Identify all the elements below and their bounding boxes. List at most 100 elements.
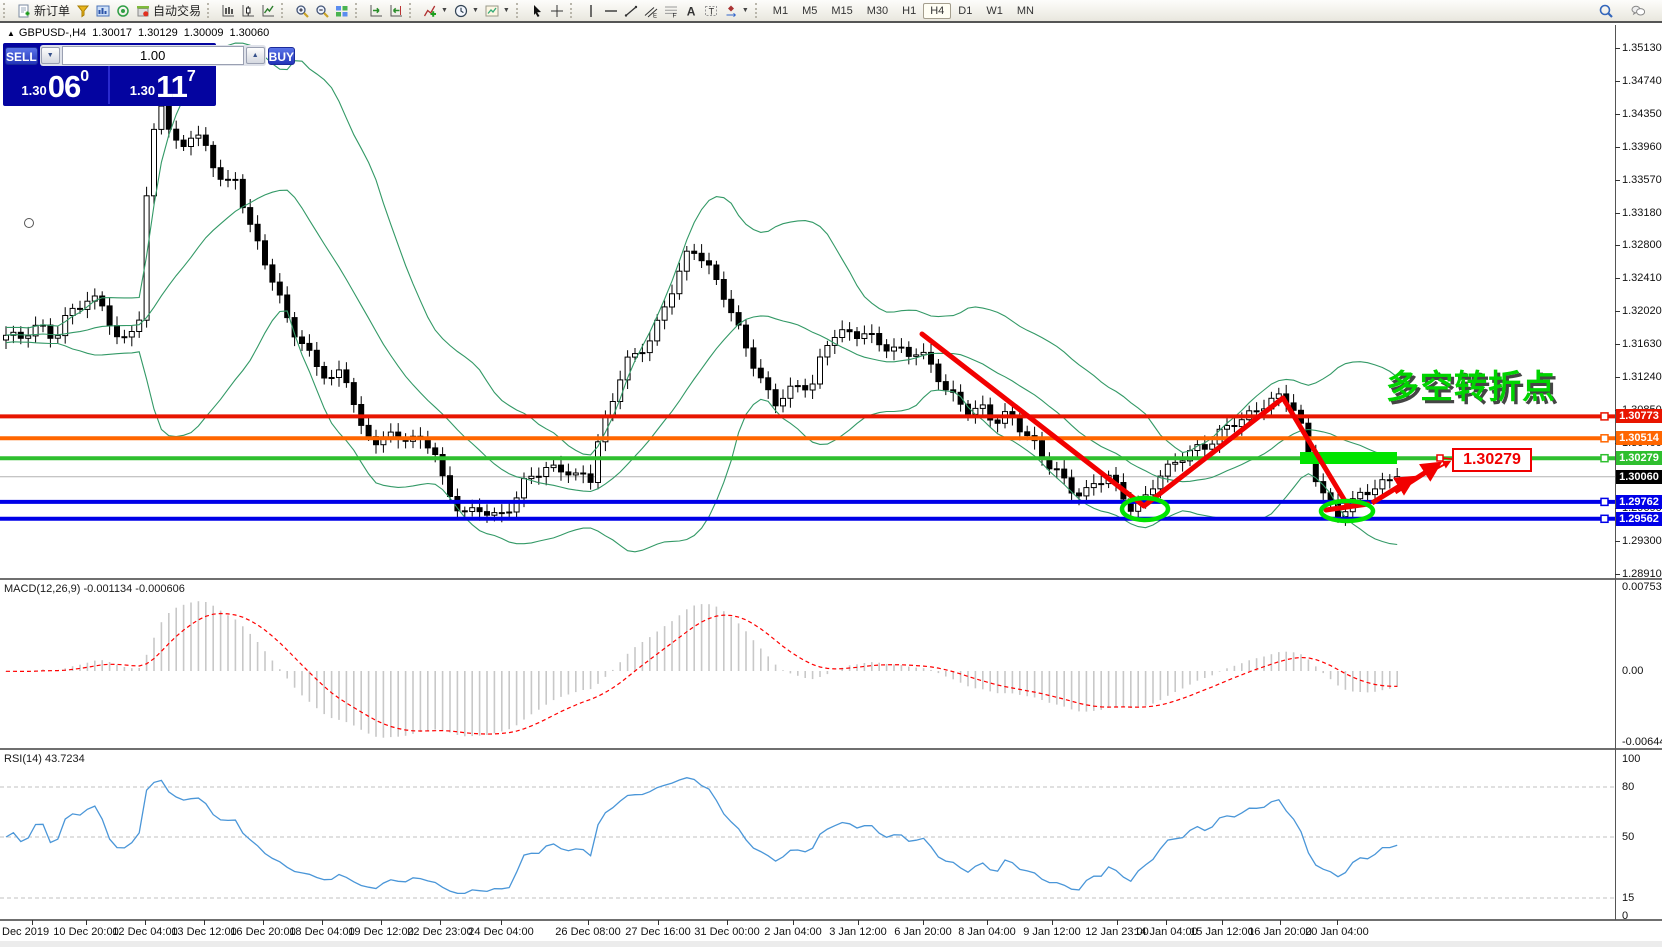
label-icon: T	[704, 4, 718, 18]
cursor-button[interactable]	[527, 3, 547, 19]
chart-candles-button[interactable]	[238, 3, 258, 19]
time-tick-label: 6 Jan 20:00	[894, 926, 952, 938]
periods-button[interactable]: ▼	[451, 3, 482, 19]
trend-line[interactable]	[1280, 395, 1351, 509]
time-tick-label: 20 Jan 04:00	[1305, 926, 1369, 938]
level-line-handle[interactable]	[1600, 412, 1609, 421]
trendline-button[interactable]	[621, 3, 641, 19]
shapes-button[interactable]: ▼	[721, 3, 752, 19]
templates-button[interactable]: ▼	[482, 3, 513, 19]
ellipse-object-marker[interactable]	[24, 218, 34, 228]
toolbar-grip[interactable]	[281, 3, 287, 18]
level-price-tag: 1.30514	[1616, 431, 1662, 445]
level-line-handle[interactable]	[1600, 453, 1609, 463]
arrow-annotation[interactable]	[1393, 461, 1443, 495]
trend-line[interactable]	[1323, 501, 1371, 513]
timeframe-M15-button[interactable]: M15	[831, 4, 853, 17]
chat-button[interactable]	[1628, 3, 1648, 19]
auto-scroll-button[interactable]	[366, 3, 386, 19]
chevron-down-icon[interactable]: ▼	[441, 7, 448, 14]
time-tick-label: 27 Dec 16:00	[625, 926, 691, 938]
autotrading-button[interactable]: 自动交易	[133, 1, 204, 20]
price-callout-label[interactable]: 1.30279	[1452, 448, 1532, 472]
level-price-tag: 1.30279	[1616, 451, 1662, 465]
templates-icon	[485, 4, 499, 18]
highlight-ellipse[interactable]	[1318, 498, 1376, 524]
zoom-out-button[interactable]	[312, 3, 332, 19]
chart-line-button[interactable]	[258, 3, 278, 19]
vertical-line-button[interactable]	[581, 3, 601, 19]
annotation-text: 多空转折点	[1386, 368, 1556, 405]
highlight-rectangle[interactable]	[1300, 452, 1397, 464]
toolbar-grip[interactable]	[754, 3, 761, 18]
panel-splitter[interactable]	[0, 578, 1662, 580]
toolbar-grip[interactable]	[409, 3, 415, 18]
label-button[interactable]: T	[701, 3, 721, 19]
horizontal-line-button[interactable]	[601, 3, 621, 19]
timeframe-W1-button[interactable]: W1	[986, 4, 1003, 17]
trend-line[interactable]	[919, 331, 1147, 509]
timeframe-M1-button[interactable]: M1	[772, 4, 789, 17]
sell-price[interactable]: 1.30 06 0	[3, 66, 110, 104]
zoom-in-icon	[295, 4, 309, 18]
level-line-handle[interactable]	[1600, 434, 1609, 443]
market-watch-button[interactable]	[113, 3, 133, 19]
zoom-in-button[interactable]	[292, 3, 312, 19]
charts-button[interactable]	[93, 3, 113, 19]
macd-panel-canvas[interactable]	[0, 580, 1662, 748]
arrow-annotation[interactable]	[1426, 460, 1452, 475]
main-chart-canvas[interactable]	[0, 25, 1662, 578]
volume-increase-button[interactable]: ▲	[245, 47, 265, 64]
chart-bars-button[interactable]	[218, 3, 238, 19]
time-tick-label: 31 Dec 00:00	[694, 926, 760, 938]
text-button[interactable]: A	[681, 3, 701, 19]
timeframe-H1-button[interactable]: H1	[902, 4, 917, 17]
toolbar-grip[interactable]	[207, 3, 213, 18]
chart-shift-button[interactable]	[386, 3, 406, 19]
timeframe-M5-button[interactable]: M5	[802, 4, 818, 17]
rsi-panel-canvas[interactable]	[0, 750, 1662, 919]
price-tick	[1615, 377, 1620, 378]
indicators-button[interactable]: ▼	[420, 3, 451, 19]
crosshair-icon	[550, 4, 564, 18]
price-tick-label: 1.32020	[1622, 305, 1662, 317]
volume-decrease-button[interactable]: ▼	[40, 47, 60, 64]
price-tick	[1615, 344, 1620, 345]
price-tick	[1615, 311, 1620, 312]
time-tick-label: 19 Dec 12:00	[348, 926, 414, 938]
trend-line[interactable]	[1141, 395, 1286, 509]
volume-input[interactable]	[61, 46, 244, 65]
text-icon: A	[684, 4, 698, 18]
tile-windows-button[interactable]	[332, 3, 352, 19]
timeframe-H4-button[interactable]: H4	[923, 2, 952, 19]
profile-button[interactable]	[73, 3, 93, 19]
periods-icon	[454, 4, 468, 18]
toolbar-grip[interactable]	[355, 3, 361, 18]
buy-button[interactable]: BUY	[267, 46, 296, 65]
toolbar-grip[interactable]	[515, 3, 522, 18]
toolbar-grip[interactable]	[3, 3, 9, 18]
fibonacci-button[interactable]: F	[661, 3, 681, 19]
quote-panel-expander[interactable]: ▲	[7, 29, 15, 38]
timeframe-MN-button[interactable]: MN	[1016, 4, 1034, 17]
timeframe-D1-button[interactable]: D1	[958, 4, 973, 17]
new-order-button[interactable]: 新订单	[14, 1, 73, 20]
buy-price[interactable]: 1.30 11 7	[110, 66, 217, 104]
chevron-down-icon[interactable]: ▼	[741, 7, 749, 14]
macd-axis-label: -0.006446	[1622, 736, 1662, 748]
chevron-down-icon[interactable]: ▼	[502, 7, 510, 14]
search-icon	[1599, 4, 1613, 18]
channel-button[interactable]: E	[641, 3, 661, 19]
level-line-handle[interactable]	[1600, 497, 1609, 507]
search-button[interactable]	[1596, 3, 1616, 19]
sell-button[interactable]: SELL	[5, 46, 38, 65]
toolbar-grip[interactable]	[569, 3, 576, 18]
highlight-ellipse[interactable]	[1119, 495, 1171, 523]
macd-axis-label: 0.00	[1622, 665, 1644, 677]
time-tick-label: 16 Dec 20:00	[230, 926, 296, 938]
crosshair-button[interactable]	[547, 3, 567, 19]
timeframe-M30-button[interactable]: M30	[866, 4, 889, 17]
panel-splitter[interactable]	[0, 748, 1662, 750]
chevron-down-icon[interactable]: ▼	[471, 7, 479, 14]
level-line-handle[interactable]	[1600, 514, 1609, 524]
